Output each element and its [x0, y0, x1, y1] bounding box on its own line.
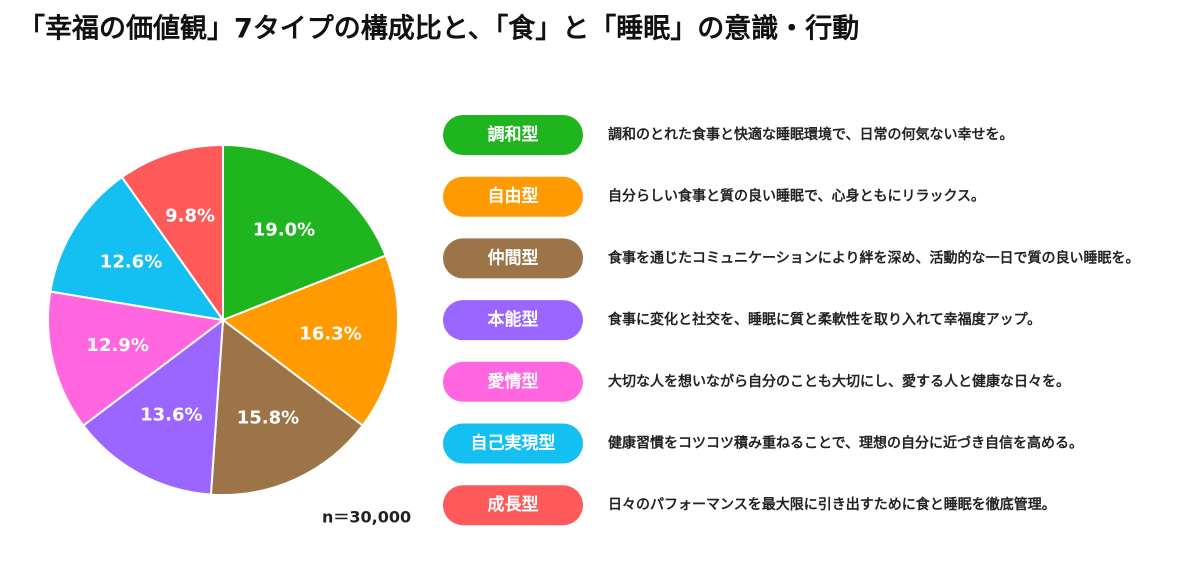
legend-badge — [443, 238, 583, 279]
pie-slice — [222, 143, 388, 322]
legend-label: 自由型 — [488, 186, 539, 207]
legend-description: 調和のとれた食事と快適な睡眠環境で、日常の何気ない幸せを。 — [608, 126, 1013, 143]
legend-description: 自分らしい食事と質の良い睡眠で、心身ともにリラックス。 — [608, 188, 985, 205]
sample-note: n＝30,000 — [322, 508, 411, 527]
pie-slice — [81, 317, 225, 496]
slice-label: 9.8% — [165, 206, 215, 227]
legend-label: 自己実現型 — [471, 433, 556, 454]
slice-label: 13.6% — [140, 404, 202, 425]
legend-description: 日々のパフォーマンスを最大限に引き出すために食と睡眠を徹底管理。 — [608, 496, 1056, 513]
legend-label: 調和型 — [488, 124, 539, 145]
slice-label: 12.6% — [100, 251, 162, 272]
legend-label: 成長型 — [488, 494, 539, 515]
legend-badge — [443, 485, 583, 526]
legend-badge — [443, 423, 583, 464]
pie-slice — [49, 175, 226, 322]
slice-label: 15.8% — [237, 408, 299, 429]
legend-label: 本能型 — [488, 309, 539, 330]
legend-description: 大切な人を想いながら自分のことも大切にし、愛する人と健康な日々を。 — [608, 373, 1070, 390]
pie-slice — [220, 254, 399, 427]
chart-title: 「幸福の価値観」7タイプの構成比と、「食」と「睡眠」の意識・行動 — [18, 13, 859, 45]
slice-label: 16.3% — [299, 324, 361, 345]
pie-slice — [120, 143, 224, 324]
slice-label: 12.9% — [86, 335, 148, 356]
slice-label: 19.0% — [253, 219, 315, 240]
legend-description: 食事を通じたコミュニケーションにより絆を深め、活動的な一日で質の良い睡眠を。 — [608, 249, 1139, 266]
legend-label: 仲間型 — [488, 247, 539, 268]
legend-label: 愛情型 — [488, 371, 539, 392]
legend-badge — [443, 361, 583, 402]
legend-badge — [443, 300, 583, 341]
legend-badge — [443, 115, 583, 155]
pie-slice — [47, 290, 226, 427]
legend-description: 健康習慣をコツコツ積み重ねることで、理想の自分に近づき自信を高める。 — [608, 435, 1083, 452]
legend-badge — [443, 176, 583, 217]
pie-slice — [209, 318, 365, 496]
legend-description: 食事に変化と社交を、睡眠に質と柔軟性を取り入れて幸福度アップ。 — [608, 311, 1041, 328]
